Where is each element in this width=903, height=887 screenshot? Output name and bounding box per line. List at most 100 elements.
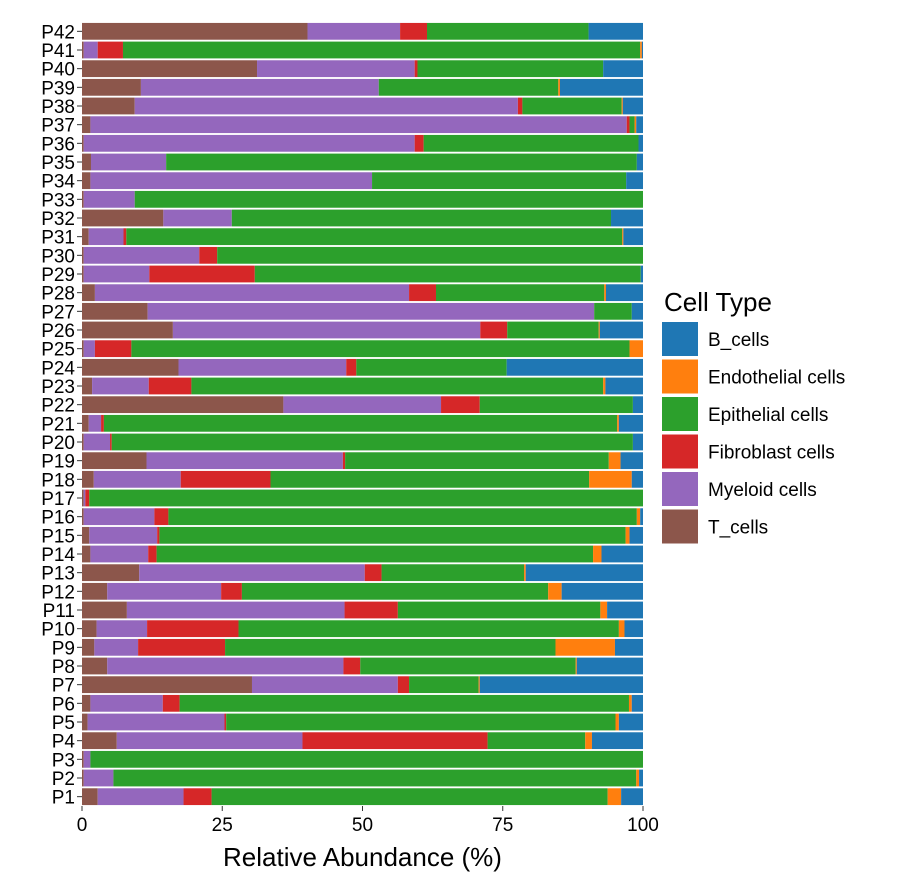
bar-segment-p12-t-cells — [82, 582, 108, 600]
y-tick-label-p42: P42 — [41, 22, 75, 43]
bar-segment-p27-epithelial-cells — [594, 302, 632, 320]
bar-segment-p7-t-cells — [82, 676, 252, 694]
y-tick-label-p35: P35 — [41, 153, 75, 174]
bar-segment-p11-endothelial-cells — [600, 601, 608, 619]
bar-segment-p19-t-cells — [82, 452, 147, 470]
bar-segment-p32-t-cells — [82, 209, 164, 227]
bar-segment-p41-fibroblast-cells — [97, 41, 123, 59]
bar-segment-p19-myeloid-cells — [146, 452, 343, 470]
bar-segment-p10-epithelial-cells — [238, 620, 619, 638]
y-tick-label-p13: P13 — [41, 564, 75, 585]
bar-segment-p25-endothelial-cells — [629, 340, 643, 358]
bar-segment-p23-epithelial-cells — [191, 377, 604, 395]
bar-segment-p21-b-cells — [618, 414, 643, 432]
bar-segment-p28-fibroblast-cells — [409, 284, 436, 302]
bar-segment-p21-endothelial-cells — [617, 414, 619, 432]
bar-segment-p24-b-cells — [506, 358, 643, 376]
bar-segment-p16-fibroblast-cells — [154, 508, 169, 526]
bar-segment-p40-epithelial-cells — [417, 60, 604, 78]
bar-segment-p19-endothelial-cells — [608, 452, 621, 470]
bar-segment-p11-t-cells — [82, 601, 127, 619]
y-tick-label-p22: P22 — [41, 396, 75, 417]
bar-segment-p42-b-cells — [588, 22, 643, 40]
bar-segment-p3-t-cells — [82, 750, 84, 768]
bar-segment-p10-endothelial-cells — [618, 620, 625, 638]
bar-segment-p20-t-cells — [82, 433, 84, 451]
bar-segment-p42-fibroblast-cells — [400, 22, 428, 40]
bar-segment-p24-t-cells — [82, 358, 179, 376]
bar-segment-p3-epithelial-cells — [90, 750, 643, 768]
bar-segment-p1-epithelial-cells — [211, 788, 608, 806]
bar-segment-p8-fibroblast-cells — [343, 657, 361, 675]
bar-segment-p37-t-cells — [82, 116, 91, 134]
y-tick-label-p29: P29 — [41, 265, 75, 286]
bar-segment-p20-myeloid-cells — [83, 433, 111, 451]
bar-segment-p2-b-cells — [639, 769, 643, 787]
bar-segment-p11-fibroblast-cells — [344, 601, 398, 619]
bar-segment-p32-b-cells — [611, 209, 643, 227]
bar-segment-p17-myeloid-cells — [83, 489, 86, 507]
bar-segment-p36-epithelial-cells — [423, 134, 639, 152]
bar-segment-p34-t-cells — [82, 172, 91, 190]
y-tick-label-p32: P32 — [41, 209, 75, 230]
bar-segment-p16-endothelial-cells — [636, 508, 641, 526]
legend-label-fibroblast-cells: Fibroblast cells — [708, 443, 835, 464]
x-tick-label-100: 100 — [627, 815, 659, 836]
bar-segment-p6-myeloid-cells — [90, 694, 163, 712]
bar-segment-p13-myeloid-cells — [139, 564, 365, 582]
bar-segment-p4-t-cells — [82, 732, 117, 750]
bar-segment-p36-t-cells — [82, 134, 84, 152]
bar-segment-p39-endothelial-cells — [558, 78, 560, 96]
bar-segment-p41-epithelial-cells — [122, 41, 641, 59]
bar-segment-p31-endothelial-cells — [622, 228, 624, 246]
bar-segment-p15-t-cells — [82, 526, 90, 544]
bar-segment-p24-fibroblast-cells — [346, 358, 357, 376]
bar-segment-p17-t-cells — [82, 489, 84, 507]
bar-segment-p29-fibroblast-cells — [149, 265, 255, 283]
bar-segment-p9-fibroblast-cells — [138, 638, 226, 656]
bar-segment-p31-t-cells — [82, 228, 89, 246]
bar-segment-p28-endothelial-cells — [604, 284, 606, 302]
bar-segment-p35-t-cells — [82, 153, 91, 171]
bar-segment-p37-b-cells — [636, 116, 643, 134]
y-axis-ticks: P1P2P3P4P5P6P7P8P9P10P11P12P13P14P15P16P… — [41, 22, 82, 809]
y-tick-label-p6: P6 — [52, 694, 75, 715]
bar-segment-p28-epithelial-cells — [435, 284, 605, 302]
bar-segment-p12-epithelial-cells — [241, 582, 549, 600]
y-tick-label-p39: P39 — [41, 78, 75, 99]
bar-segment-p26-fibroblast-cells — [480, 321, 508, 339]
bar-segment-p5-b-cells — [618, 713, 643, 731]
y-tick-label-p2: P2 — [52, 769, 75, 790]
bar-segment-p37-fibroblast-cells — [626, 116, 630, 134]
bar-segment-p6-t-cells — [82, 694, 91, 712]
bar-segment-p36-fibroblast-cells — [414, 134, 424, 152]
bar-segment-p34-epithelial-cells — [372, 172, 627, 190]
bar-segment-p34-myeloid-cells — [90, 172, 373, 190]
y-tick-label-p30: P30 — [41, 246, 75, 267]
bar-segment-p39-myeloid-cells — [140, 78, 379, 96]
bar-segment-p2-epithelial-cells — [113, 769, 637, 787]
y-tick-label-p17: P17 — [41, 489, 75, 510]
bar-segment-p23-endothelial-cells — [603, 377, 606, 395]
bar-segment-p9-epithelial-cells — [225, 638, 556, 656]
bar-segment-p29-t-cells — [82, 265, 84, 283]
bar-segment-p42-t-cells — [82, 22, 308, 40]
bar-segment-p9-t-cells — [82, 638, 95, 656]
y-tick-label-p7: P7 — [52, 676, 75, 697]
y-tick-label-p14: P14 — [41, 545, 75, 566]
y-tick-label-p27: P27 — [41, 302, 75, 323]
bar-segment-p8-b-cells — [576, 657, 643, 675]
bar-segment-p9-b-cells — [614, 638, 643, 656]
bar-segment-p14-b-cells — [601, 545, 643, 563]
bar-segment-p33-epithelial-cells — [134, 190, 644, 208]
bar-segment-p19-epithelial-cells — [345, 452, 609, 470]
bar-segment-p25-epithelial-cells — [131, 340, 630, 358]
bar-segment-p8-epithelial-cells — [360, 657, 576, 675]
bar-segment-p13-t-cells — [82, 564, 140, 582]
legend-key-fibroblast-cells — [662, 434, 698, 469]
bar-segment-p7-b-cells — [479, 676, 643, 694]
bar-segment-p40-myeloid-cells — [257, 60, 415, 78]
bar-segment-p21-fibroblast-cells — [101, 414, 104, 432]
y-tick-label-p37: P37 — [41, 116, 75, 137]
